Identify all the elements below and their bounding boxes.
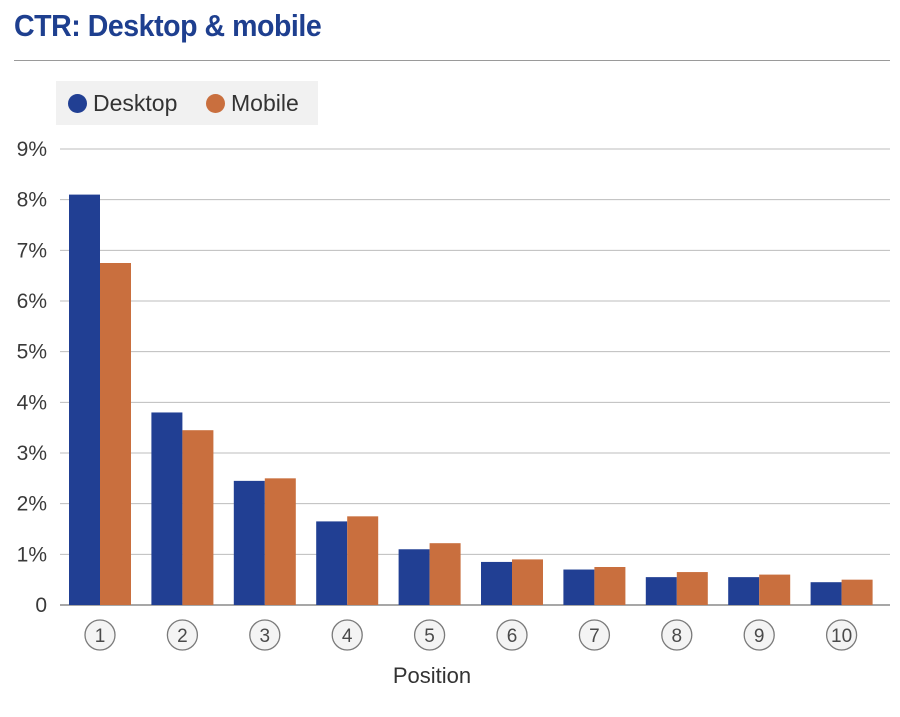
legend-label-mobile: Mobile [231,90,299,116]
bar-mobile-5 [429,543,461,605]
y-tick-label: 6% [17,290,47,313]
bar-desktop-7 [563,569,595,605]
y-tick-label: 7% [17,239,47,262]
bar-desktop-2 [151,412,183,605]
bar-mobile-8 [676,572,708,605]
x-tick-label: 2 [177,626,188,647]
y-tick-label: 0 [35,594,47,617]
x-tick-circle [331,619,363,651]
x-tick-8: 8 [661,619,693,651]
y-tick-label: 4% [17,391,47,414]
x-tick-2: 2 [166,619,199,651]
bar-desktop-3 [233,480,265,605]
bar-mobile-3 [264,478,296,605]
bar-mobile-1 [100,263,131,605]
bar-desktop-5 [398,549,430,605]
x-tick-circle [661,619,693,651]
y-axis-ticks: 0 1% 2% 3% 4% 5% 6% 7% 8% 9% [17,138,47,617]
y-tick-label: 3% [17,442,47,465]
bar-mobile-7 [594,567,626,605]
bar-desktop-10 [810,582,842,605]
chart-title: CTR: Desktop & mobile [14,8,322,43]
chart-legend: Desktop Mobile [56,81,318,125]
bar-desktop-8 [645,577,677,605]
bar-mobile-9 [759,574,791,605]
legend-label-desktop: Desktop [93,90,178,116]
x-tick-label: 9 [754,626,765,647]
x-tick-circle [578,619,611,651]
legend-swatch-mobile [206,94,225,113]
x-tick-label: 6 [507,626,518,647]
x-axis-label: Position [393,663,471,688]
x-tick-circle [496,619,528,651]
x-tick-4: 4 [331,619,363,651]
bar-desktop-9 [728,577,760,605]
bar-mobile-6 [512,559,543,605]
y-tick-label: 1% [17,543,47,566]
bar-mobile-10 [841,579,873,605]
x-tick-circle [84,619,116,651]
bar-mobile-4 [347,516,379,605]
y-tick-label: 2% [17,493,47,516]
x-tick-6: 6 [496,619,528,651]
legend-item-mobile: Mobile [206,90,299,117]
y-tick-label: 8% [17,189,47,212]
x-tick-circle [166,619,199,651]
x-tick-label: 5 [424,626,435,647]
bar-desktop-6 [481,561,512,605]
title-divider [14,60,890,61]
x-tick-label: 4 [342,626,353,647]
x-tick-label: 1 [95,626,106,647]
x-tick-10: 10 [825,619,858,651]
x-tick-label: 7 [589,626,600,647]
x-tick-label: 3 [260,626,271,647]
x-tick-circle [743,619,775,651]
x-tick-9: 9 [743,619,775,651]
x-tick-3: 3 [249,619,281,651]
x-tick-circle [825,619,858,651]
y-tick-label: 5% [17,341,47,364]
y-tick-label: 9% [17,138,47,161]
bar-desktop-1 [69,194,100,605]
x-tick-7: 7 [578,619,611,651]
x-tick-label: 10 [831,626,852,647]
x-tick-circle [413,619,446,651]
x-tick-1: 1 [84,619,116,651]
bar-desktop-4 [316,521,348,605]
legend-item-desktop: Desktop [68,90,177,117]
bar-mobile-2 [182,430,214,605]
legend-swatch-desktop [68,94,87,113]
bars [69,194,873,605]
x-tick-5: 5 [413,619,446,651]
x-axis-ticks: 1 2 3 4 5 6 7 8 9 10 [84,619,858,651]
x-tick-circle [249,619,281,651]
x-tick-label: 8 [672,626,683,647]
